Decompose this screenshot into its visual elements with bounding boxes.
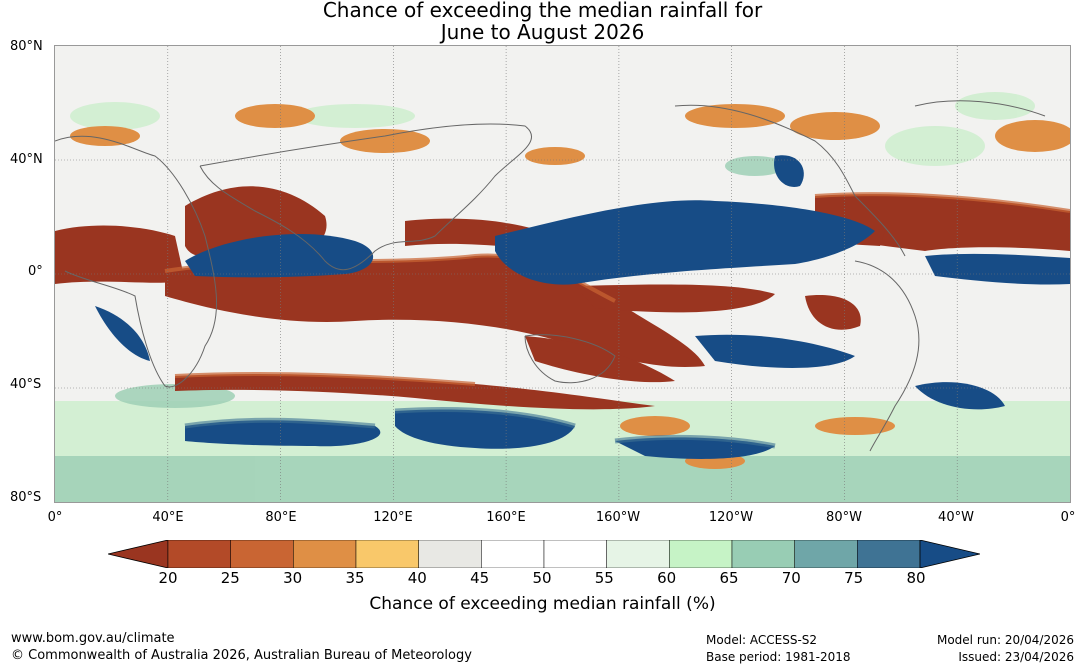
footer-copyright: © Commonwealth of Australia 2026, Austra… bbox=[11, 648, 472, 663]
colorbar-tick: 45 bbox=[470, 569, 490, 587]
coastlines bbox=[55, 100, 1046, 452]
colorbar-tick: 70 bbox=[781, 569, 801, 587]
lat-label-40s: 40°S bbox=[10, 377, 42, 392]
lat-label-equator: 0° bbox=[28, 264, 43, 279]
lat-label-80s: 80°S bbox=[10, 490, 42, 505]
colorbar-extend-high bbox=[919, 540, 980, 568]
rainfall-probability-map bbox=[54, 45, 1071, 503]
colorbar-bin bbox=[543, 540, 607, 568]
colorbar-tick: 40 bbox=[407, 569, 427, 587]
colorbar-bin bbox=[355, 540, 419, 568]
colorbar-tick: 80 bbox=[906, 569, 926, 587]
map-title-line-2: June to August 2026 bbox=[440, 20, 645, 44]
footer-website[interactable]: www.bom.gov.au/climate bbox=[11, 631, 175, 646]
colorbar-bin bbox=[293, 540, 357, 568]
colorbar-extend-low bbox=[108, 540, 169, 568]
colorbar-bin bbox=[857, 540, 921, 568]
lon-label-160w: 160°W bbox=[595, 510, 641, 525]
colorbar-tick: 65 bbox=[719, 569, 739, 587]
colorbar-tick: 20 bbox=[158, 569, 178, 587]
lat-label-40n: 40°N bbox=[10, 152, 43, 167]
map-title-line-1: Chance of exceeding the median rainfall … bbox=[322, 0, 763, 22]
colorbar-bin bbox=[606, 540, 670, 568]
colorbar-tick: 60 bbox=[657, 569, 677, 587]
colorbar-tick: 35 bbox=[345, 569, 365, 587]
colorbar-bin bbox=[669, 540, 733, 568]
colorbar-bin bbox=[418, 540, 482, 568]
graticule bbox=[55, 46, 1070, 502]
lon-label-0-right: 0° bbox=[1060, 510, 1076, 525]
colorbar-bin bbox=[481, 540, 545, 568]
wet-region-edges bbox=[184, 406, 776, 449]
colorbar-tick: 55 bbox=[594, 569, 614, 587]
colorbar bbox=[108, 540, 980, 568]
map-canvas bbox=[55, 46, 1070, 502]
footer-base-period: Base period: 1981-2018 bbox=[706, 650, 851, 664]
footer-model: Model: ACCESS-S2 bbox=[706, 633, 818, 647]
footer-issued: Issued: 23/04/2026 bbox=[958, 650, 1074, 664]
lon-label-80w: 80°W bbox=[826, 510, 862, 525]
colorbar-tick: 25 bbox=[220, 569, 240, 587]
colorbar-bin bbox=[230, 540, 294, 568]
colorbar-bin bbox=[794, 540, 858, 568]
colorbar-bin bbox=[167, 540, 231, 568]
lon-label-120w: 120°W bbox=[708, 510, 754, 525]
lon-label-40w: 40°W bbox=[938, 510, 974, 525]
colorbar-tick: 50 bbox=[532, 569, 552, 587]
colorbar-label: Chance of exceeding median rainfall (%) bbox=[369, 594, 716, 614]
lon-label-40e: 40°E bbox=[152, 510, 184, 525]
lon-label-80e: 80°E bbox=[265, 510, 297, 525]
lat-label-80n: 80°N bbox=[10, 39, 43, 54]
footer-model-run: Model run: 20/04/2026 bbox=[936, 633, 1074, 647]
wet-regions bbox=[95, 155, 1070, 459]
colorbar-tick: 75 bbox=[844, 569, 864, 587]
lon-label-0-left: 0° bbox=[47, 510, 63, 525]
lon-label-120e: 120°E bbox=[373, 510, 413, 525]
lon-label-160e: 160°E bbox=[486, 510, 526, 525]
colorbar-bin bbox=[731, 540, 795, 568]
colorbar-tick: 30 bbox=[283, 569, 303, 587]
orange-patches bbox=[70, 104, 1070, 469]
